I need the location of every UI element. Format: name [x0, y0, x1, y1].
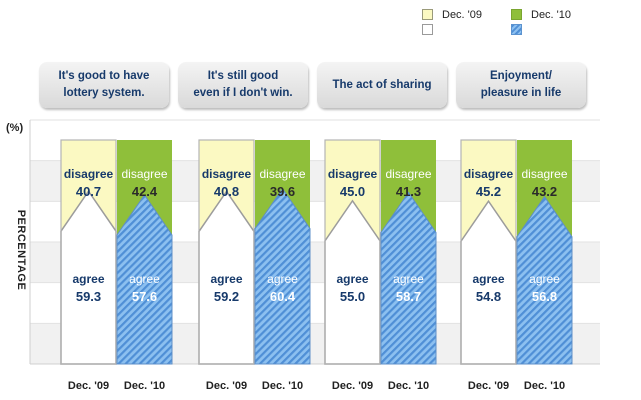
- data-label-agree: 58.7: [396, 289, 421, 304]
- data-label-agree: 60.4: [270, 289, 296, 304]
- bar-outline-3-1: [324, 139, 381, 365]
- segment-label-disagree: disagree: [202, 167, 252, 181]
- category-label-1: It's good to have lottery system.: [58, 70, 150, 99]
- category-box-1: It's good to have lottery system.: [39, 62, 169, 108]
- segment-label-agree: agree: [529, 272, 560, 286]
- data-label-disagree: 45.2: [476, 184, 501, 199]
- data-label-disagree: 41.3: [396, 184, 421, 199]
- bar-agree-4-2: [516, 195, 573, 365]
- segment-label-agree: agree: [472, 272, 504, 286]
- legend-label-dec10: Dec. '10: [531, 9, 572, 21]
- category-label-3: The act of sharing: [332, 78, 432, 91]
- x-tick-label: Dec. '10: [388, 380, 429, 392]
- data-label-agree: 55.0: [340, 289, 365, 304]
- category-box-4: Enjoyment/ pleasure in life: [456, 62, 586, 108]
- data-label-disagree: 45.0: [340, 184, 365, 199]
- legend-swatch-dec10-agree: [511, 24, 522, 35]
- bar-agree-1-2: [116, 194, 173, 365]
- x-tick-label: Dec. '10: [124, 380, 165, 392]
- legend-label-dec09: Dec. '09: [442, 9, 483, 21]
- segment-label-disagree: disagree: [464, 167, 514, 181]
- category-box-3: The act of sharing: [317, 62, 447, 108]
- bar-outline-2-1: [198, 139, 255, 365]
- data-label-agree: 59.3: [76, 289, 101, 304]
- segment-label-disagree: disagree: [521, 167, 567, 181]
- legend-swatch-dec10-disagree: [511, 9, 522, 20]
- bar-agree-2-2: [254, 187, 311, 365]
- data-label-disagree: 43.2: [532, 184, 557, 199]
- x-tick-label: Dec. '09: [332, 380, 373, 392]
- segment-label-disagree: disagree: [121, 167, 167, 181]
- segment-label-disagree: disagree: [64, 167, 114, 181]
- x-tick-label: Dec. '09: [206, 380, 247, 392]
- segment-label-disagree: disagree: [328, 167, 378, 181]
- data-label-agree: 54.8: [476, 289, 501, 304]
- data-label-agree: 56.8: [532, 289, 557, 304]
- legend-swatch-dec09-disagree: [422, 9, 433, 20]
- x-tick-label: Dec. '09: [68, 380, 109, 392]
- category-box-2: It's still good even if I don't win.: [178, 62, 308, 108]
- bar-outline-1-1: [60, 139, 117, 365]
- y-unit-label: (%): [6, 122, 24, 134]
- data-label-disagree: 40.8: [214, 184, 239, 199]
- segment-label-agree: agree: [72, 272, 104, 286]
- bar-agree-3-2: [380, 191, 437, 365]
- category-label-2: It's still good even if I don't win.: [193, 70, 293, 99]
- data-label-agree: 57.6: [132, 289, 157, 304]
- segment-label-disagree: disagree: [259, 167, 305, 181]
- segment-label-agree: agree: [336, 272, 368, 286]
- data-label-disagree: 40.7: [76, 184, 101, 199]
- segment-label-disagree: disagree: [385, 167, 431, 181]
- category-label-4: Enjoyment/ pleasure in life: [480, 70, 562, 99]
- segment-label-agree: agree: [210, 272, 242, 286]
- x-tick-label: Dec. '10: [262, 380, 303, 392]
- bar-outline-4-1: [460, 139, 517, 365]
- segment-label-agree: agree: [267, 272, 298, 286]
- data-label-agree: 59.2: [214, 289, 239, 304]
- segment-label-agree: agree: [129, 272, 160, 286]
- x-tick-label: Dec. '10: [524, 380, 565, 392]
- data-label-disagree: 42.4: [132, 184, 158, 199]
- legend-swatch-dec09-agree: [422, 24, 433, 35]
- data-label-disagree: 39.6: [270, 184, 295, 199]
- x-tick-label: Dec. '09: [468, 380, 509, 392]
- segment-label-agree: agree: [393, 272, 424, 286]
